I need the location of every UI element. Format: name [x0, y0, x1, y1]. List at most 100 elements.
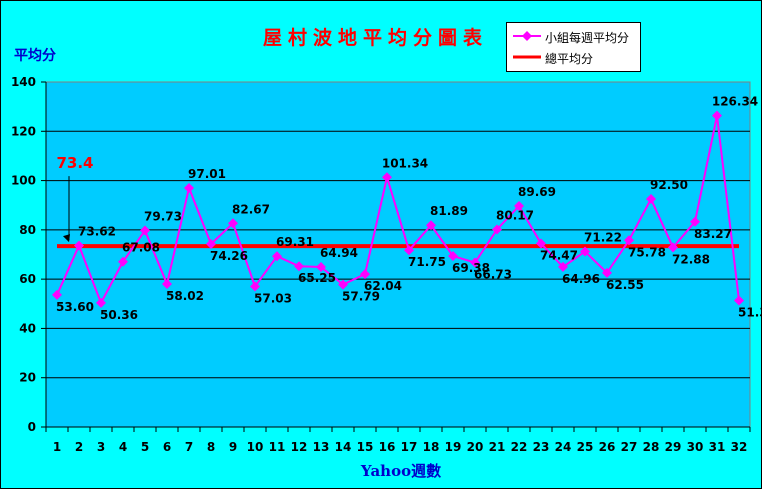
- x-tick-label: 5: [141, 440, 149, 454]
- data-point: [338, 279, 348, 290]
- x-tick-label: 24: [555, 440, 572, 454]
- series-line: [56, 115, 740, 306]
- data-label: 83.27: [694, 227, 732, 241]
- y-tick-label: 40: [19, 321, 36, 335]
- data-label: 50.36: [100, 308, 138, 322]
- x-tick-label: 28: [643, 440, 660, 454]
- data-point: [602, 267, 612, 278]
- y-tick-label: 120: [11, 124, 36, 138]
- data-label: 51.34: [738, 305, 761, 319]
- legend-label-average: 總平均分: [545, 52, 594, 66]
- y-tick-label: 80: [19, 223, 36, 237]
- data-label: 73.62: [78, 225, 116, 239]
- x-tick-label: 25: [577, 440, 594, 454]
- data-label: 74.26: [210, 249, 248, 263]
- x-tick-label: 15: [357, 440, 374, 454]
- data-point: [448, 251, 458, 262]
- data-point: [668, 242, 678, 253]
- x-tick-label: 6: [163, 440, 171, 454]
- data-label: 79.73: [144, 210, 182, 224]
- data-point: [228, 218, 238, 229]
- data-point: [206, 239, 216, 250]
- y-tick-label: 140: [11, 75, 36, 89]
- data-label: 74.47: [540, 248, 578, 262]
- data-label: 69.38: [452, 261, 490, 275]
- data-label: 82.67: [232, 202, 270, 216]
- x-tick-label: 20: [467, 440, 484, 454]
- x-tick-label: 19: [445, 440, 462, 454]
- data-point: [580, 246, 590, 257]
- data-label: 69.31: [276, 235, 314, 249]
- data-label: 58.02: [166, 289, 204, 303]
- chart-title: 屋村波地平均分圖表: [263, 27, 489, 49]
- data-point: [272, 251, 282, 262]
- data-label: 97.01: [188, 167, 226, 181]
- data-point: [184, 182, 194, 193]
- x-tick-label: 29: [665, 440, 682, 454]
- x-tick-label: 22: [511, 440, 528, 454]
- x-tick-label: 32: [731, 440, 748, 454]
- x-tick-label: 31: [709, 440, 726, 454]
- x-tick-label: 9: [229, 440, 237, 454]
- x-tick-label: 10: [247, 440, 264, 454]
- x-tick-label: 17: [401, 440, 418, 454]
- data-label: 57.03: [254, 291, 292, 305]
- data-point: [118, 256, 128, 267]
- legend-swatch-diamond: [513, 31, 541, 41]
- data-label: 57.79: [342, 290, 380, 304]
- x-tick-label: 11: [269, 440, 286, 454]
- data-label: 81.89: [430, 204, 468, 218]
- annotation-arrow-head: [63, 234, 70, 243]
- y-tick-label: 60: [19, 272, 36, 286]
- data-point: [360, 269, 370, 280]
- data-point: [162, 279, 172, 290]
- data-point: [624, 235, 634, 246]
- data-point: [250, 281, 260, 292]
- data-point: [426, 220, 436, 231]
- annotation-label: 73.4: [56, 154, 93, 172]
- plot-background: [45, 81, 751, 428]
- x-tick-label: 7: [185, 440, 193, 454]
- y-tick-label: 20: [19, 371, 36, 385]
- data-point: [470, 257, 480, 268]
- y-tick-label: 0: [28, 420, 36, 434]
- annotation: 73.4: [56, 154, 94, 243]
- x-tick-label: 16: [379, 440, 396, 454]
- y-tick-label: 100: [11, 174, 36, 188]
- x-tick-label: 4: [119, 440, 127, 454]
- data-label: 126.34: [712, 95, 758, 109]
- data-label: 64.96: [562, 272, 600, 286]
- data-label: 101.34: [382, 156, 428, 170]
- data-point: [558, 261, 568, 272]
- data-point: [646, 194, 656, 205]
- x-tick-label: 26: [599, 440, 616, 454]
- weekly-series: [52, 110, 744, 308]
- x-tick-label: 8: [207, 440, 215, 454]
- x-tick-label: 21: [489, 440, 506, 454]
- x-tick-label: 14: [335, 440, 352, 454]
- data-point: [382, 172, 392, 183]
- plot-area: [45, 81, 751, 428]
- data-point: [690, 216, 700, 227]
- data-point: [734, 295, 744, 306]
- data-point: [536, 238, 546, 249]
- data-label: 71.75: [408, 255, 446, 269]
- legend-entry-average: 總平均分: [507, 48, 640, 68]
- data-label: 75.78: [628, 245, 666, 259]
- y-axis-title: 平均分: [14, 48, 56, 64]
- data-label: 62.04: [364, 279, 402, 293]
- data-point: [140, 225, 150, 236]
- data-label: 64.94: [320, 246, 358, 260]
- data-labels: 53.60 73.62 50.36 67.08 79.73 58.02 97.01 74.26…: [56, 95, 761, 322]
- data-point: [514, 200, 524, 211]
- data-label: 72.88: [672, 252, 710, 266]
- x-tick-label: 30: [687, 440, 704, 454]
- data-point: [492, 224, 502, 235]
- data-label: 62.55: [606, 278, 644, 292]
- data-label: 80.17: [496, 208, 534, 222]
- x-tick-label: 2: [75, 440, 83, 454]
- data-label: 66.73: [474, 268, 512, 282]
